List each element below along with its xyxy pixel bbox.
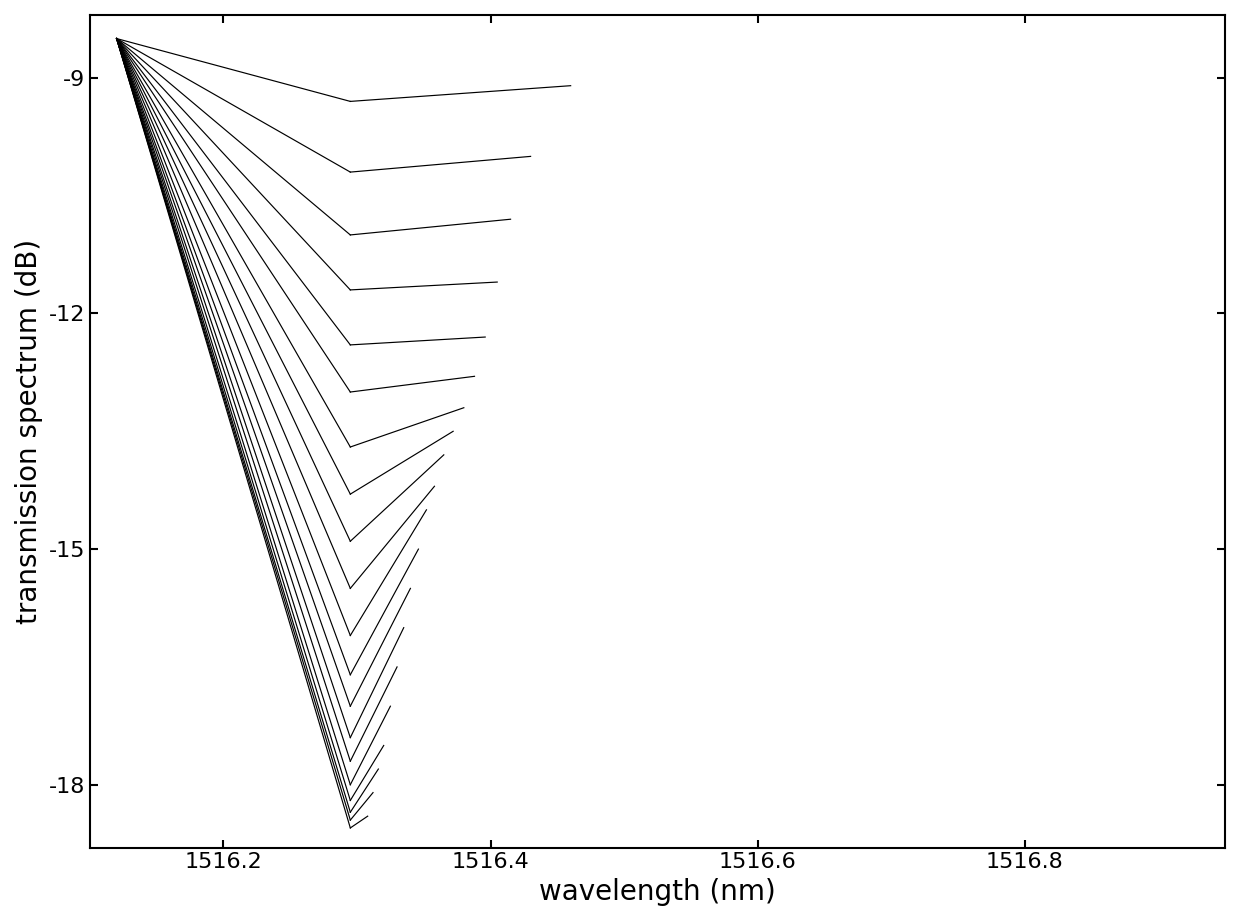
Y-axis label: transmission spectrum (dB): transmission spectrum (dB) <box>15 239 43 624</box>
X-axis label: wavelength (nm): wavelength (nm) <box>539 878 776 906</box>
